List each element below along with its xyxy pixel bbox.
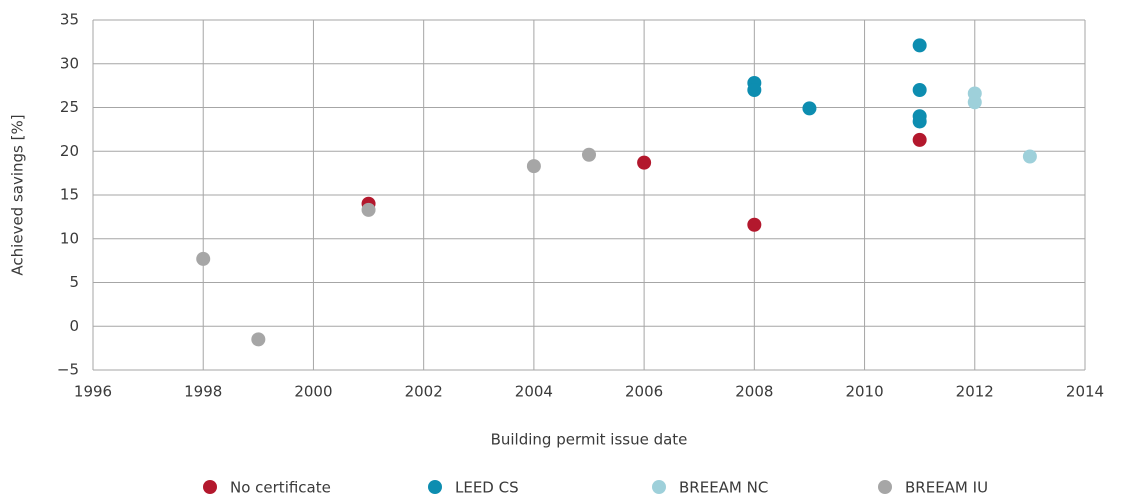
y-tick-label: 10 — [60, 229, 79, 247]
point — [747, 83, 762, 97]
x-tick-label: 1998 — [184, 383, 222, 401]
x-tick-label: 2002 — [405, 383, 443, 401]
legend-label: BREEAM NC — [679, 479, 768, 495]
point — [967, 95, 982, 110]
point — [251, 332, 266, 347]
y-tick-label: 0 — [69, 317, 79, 335]
y-tick-label: 15 — [60, 186, 79, 204]
legend-marker — [652, 480, 666, 494]
y-tick-label: 35 — [60, 11, 79, 29]
point — [526, 159, 541, 174]
y-axis-label: Achieved savings [%] — [9, 114, 27, 275]
x-tick-label: 2010 — [845, 383, 883, 401]
point — [361, 202, 376, 217]
point — [802, 101, 817, 116]
legend-marker — [428, 480, 442, 494]
y-tick-label: 30 — [60, 54, 79, 72]
legend-marker — [203, 480, 217, 494]
x-tick-label: 2008 — [735, 383, 773, 401]
point — [582, 147, 596, 162]
y-tick-label: 25 — [60, 98, 79, 116]
point — [1022, 149, 1037, 164]
x-tick-label: 2014 — [1066, 383, 1104, 401]
y-tick-label: 5 — [69, 273, 79, 291]
point — [637, 155, 652, 170]
x-axis-label: Building permit issue date — [491, 431, 688, 449]
x-tick-label: 2004 — [515, 383, 553, 401]
x-tick-label: 2006 — [625, 383, 663, 401]
legend-label: No certificate — [230, 479, 331, 495]
legend-label: BREEAM IU — [905, 479, 988, 495]
point — [912, 132, 927, 147]
y-tick-label: 20 — [60, 142, 79, 160]
x-tick-label: 2012 — [956, 383, 994, 401]
point — [912, 114, 927, 129]
x-tick-label: 2000 — [294, 383, 332, 401]
point — [196, 251, 211, 266]
legend-label: LEED CS — [455, 479, 519, 495]
y-tick-label: −5 — [57, 361, 79, 379]
point — [747, 217, 762, 232]
x-tick-label: 1996 — [74, 383, 112, 401]
legend-marker — [878, 480, 892, 494]
point — [912, 83, 927, 97]
point — [912, 38, 927, 53]
